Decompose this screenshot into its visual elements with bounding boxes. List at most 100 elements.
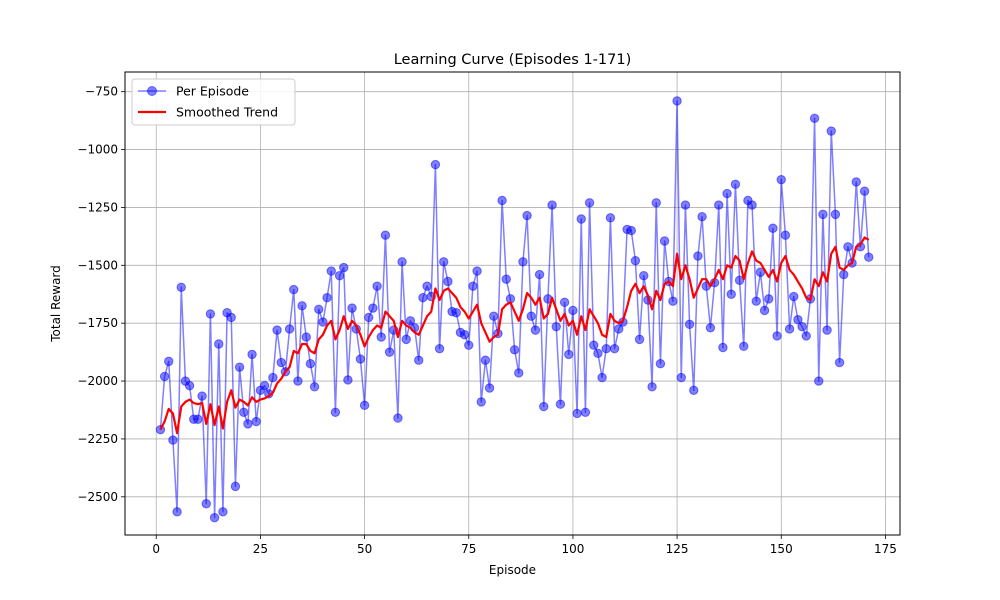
per-episode-point [722, 188, 732, 199]
per-episode-point [314, 304, 324, 314]
per-episode-point [576, 214, 586, 224]
per-episode-point [826, 126, 836, 136]
per-episode-point [401, 334, 411, 345]
per-episode-point [293, 376, 303, 386]
x-tick-label: 100 [561, 542, 584, 556]
per-episode-point [747, 200, 757, 210]
per-episode-point [584, 198, 595, 208]
per-episode-point [176, 282, 186, 292]
per-episode-point [859, 186, 870, 196]
per-episode-point [668, 296, 678, 306]
per-episode-point [672, 96, 682, 106]
per-episode-point [580, 407, 591, 418]
per-episode-point [551, 321, 561, 332]
per-episode-point [309, 382, 320, 392]
per-episode-point [522, 210, 532, 221]
per-episode-point [459, 330, 470, 340]
plot-area-frame [124, 71, 901, 536]
per-episode-point [251, 416, 261, 427]
smoothed-trend-line [159, 236, 870, 435]
per-episode-point [534, 269, 545, 280]
per-episode-point [864, 252, 874, 262]
per-episode-point [326, 266, 336, 276]
per-episode-point [684, 319, 695, 330]
per-episode-point [318, 317, 328, 327]
per-episode-point [380, 230, 391, 240]
per-episode-point [789, 291, 799, 302]
per-episode-point [605, 213, 616, 223]
per-episode-point [780, 230, 791, 240]
per-episode-point [797, 321, 807, 332]
per-episode-point [472, 266, 482, 276]
per-episode-point [518, 257, 528, 267]
per-episode-point [659, 236, 670, 246]
y-tick-label: −2000 [77, 374, 118, 388]
y-tick-label: −2500 [77, 490, 118, 504]
per-episode-point [480, 355, 491, 365]
per-episode-point [414, 355, 424, 365]
per-episode-point [839, 269, 849, 280]
per-episode-point [339, 262, 349, 273]
series-layer [155, 96, 874, 523]
per-episode-point [272, 325, 282, 335]
per-episode-point [772, 331, 782, 341]
per-episode-point [601, 343, 611, 354]
per-episode-point [301, 332, 311, 342]
per-episode-point [784, 324, 795, 334]
per-episode-point [405, 316, 416, 326]
per-episode-point [322, 293, 332, 303]
per-episode-point [334, 271, 345, 281]
per-episode-point [843, 242, 853, 252]
per-episode-point [214, 339, 224, 349]
per-episode-point [434, 343, 445, 354]
per-episode-point [651, 198, 661, 208]
per-episode-point [830, 209, 841, 220]
per-episode-point [355, 354, 366, 364]
per-episode-point [234, 362, 245, 372]
per-episode-point [809, 113, 820, 124]
per-episode-point [343, 375, 353, 385]
per-episode-point [484, 383, 495, 393]
per-episode-point [330, 407, 341, 418]
per-episode-point [818, 209, 828, 220]
per-episode-point [614, 324, 624, 334]
per-episode-point [714, 200, 724, 210]
per-episode-point [297, 301, 307, 311]
per-episode-point [697, 211, 707, 222]
per-episode-point [676, 372, 686, 383]
legend-smoothed-label: Smoothed Trend [176, 105, 278, 120]
y-tick-label: −1750 [77, 316, 118, 330]
per-episode-point [347, 303, 357, 313]
x-tick-label: 50 [357, 542, 372, 556]
per-episode-point [430, 159, 441, 170]
per-episode-point [526, 311, 536, 321]
per-episode-point [397, 257, 407, 267]
per-episode-point [609, 343, 620, 354]
per-episode-point [476, 397, 486, 407]
per-episode-point [814, 376, 824, 386]
per-episode-point [226, 312, 236, 323]
per-episode-point [730, 179, 741, 189]
ticks: 0 25 50 75 100 125 150 175 −750 −1000 −1250 −1500 −1… [77, 85, 896, 556]
per-episode-point [559, 297, 570, 308]
per-episode-point [705, 323, 716, 333]
y-tick-label: −1500 [77, 258, 118, 272]
per-episode-point [184, 380, 195, 391]
per-episode-point [418, 293, 428, 303]
per-episode-point [626, 225, 636, 236]
per-episode-point [464, 340, 474, 350]
per-episode-point [564, 349, 574, 360]
per-episode-point [289, 284, 299, 295]
per-episode-point [451, 308, 461, 318]
x-tick-label: 150 [770, 542, 793, 556]
per-episode-point [422, 281, 432, 291]
per-episode-point [209, 512, 220, 523]
per-episode-point [834, 357, 845, 368]
per-episode-point [801, 331, 811, 341]
per-episode-point [489, 311, 499, 321]
per-episode-point [359, 400, 370, 411]
per-episode-point [193, 414, 203, 424]
legend-per-episode-marker [147, 86, 157, 96]
legend: Per Episode Smoothed Trend [131, 78, 296, 126]
per-episode-point [372, 281, 382, 291]
